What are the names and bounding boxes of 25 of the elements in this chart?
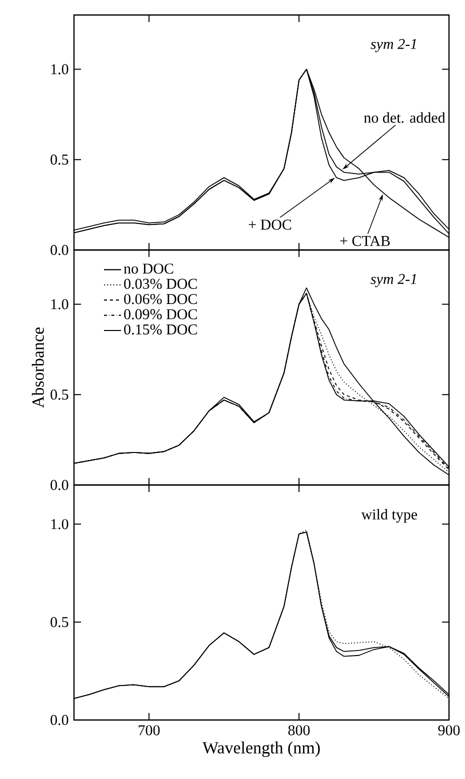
y-tick-label: 1.0 <box>51 519 68 530</box>
y-tick-label: 0.5 <box>50 617 68 628</box>
x-tick-label: 700 <box>138 725 160 736</box>
text: wild type <box>361 509 418 523</box>
y-tick-label: 1.0 <box>51 64 68 74</box>
y-tick-label: 0.5 <box>50 154 68 165</box>
y-axis-title: Absorbance <box>32 328 44 408</box>
legend-label: 0.06% DOC <box>124 294 197 304</box>
legend-label: 0.15% DOC <box>124 324 197 335</box>
y-tick-label: 0.0 <box>50 244 68 256</box>
legend-label: 0.03% DOC <box>124 278 197 289</box>
y-tick-label: 0.0 <box>50 480 68 490</box>
annotation: + DOC <box>248 220 292 230</box>
x-tick-label: 800 <box>288 725 310 736</box>
annotation: no det. added <box>364 112 446 123</box>
y-tick-label: 0.5 <box>50 390 68 400</box>
text: sym 2-1 <box>370 274 416 288</box>
x-tick-label: 900 <box>438 725 460 736</box>
legend-label: 0.09% DOC <box>124 309 197 320</box>
y-tick-label: 1.0 <box>51 299 68 310</box>
y-tick-label: 0.0 <box>50 714 68 726</box>
text: sym 2-1 <box>370 38 416 52</box>
x-axis-title: Wavelength (nm) <box>202 742 320 757</box>
legend-label: no DOC <box>124 264 174 274</box>
annotation: + CTAB <box>340 236 390 246</box>
